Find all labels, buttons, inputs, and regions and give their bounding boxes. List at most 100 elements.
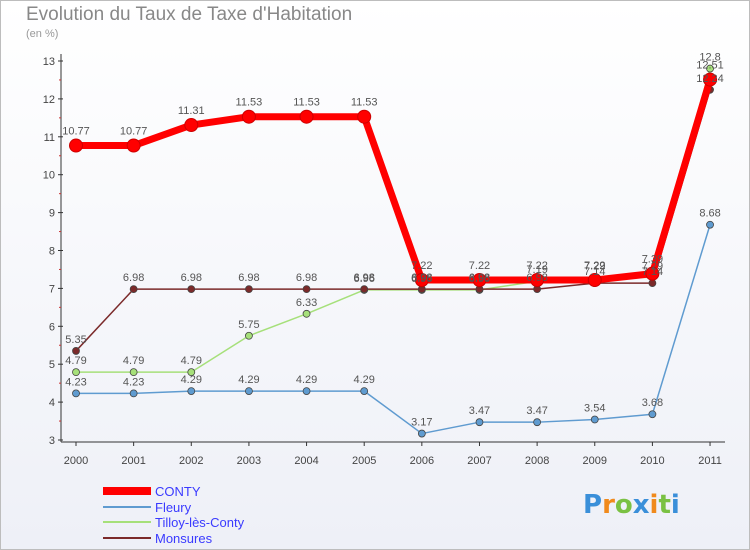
data-label: 4.29: [181, 374, 202, 386]
data-label: 6.96: [411, 273, 432, 285]
data-point: [472, 273, 487, 288]
y-tick-label: 4: [49, 397, 55, 409]
data-label: 11.31: [178, 105, 205, 117]
axes: 3 4 5 6 7 8 9 10 11 12 13 2000 2001 2002 2003 2004 2005 2…: [43, 54, 725, 467]
data-label: 4.29: [296, 374, 317, 386]
series-line: [75, 89, 711, 352]
logo-letter: i: [670, 490, 680, 520]
legend-label: Monsures: [155, 531, 213, 546]
data-label: 4.79: [123, 355, 144, 367]
data-label: 4.29: [353, 374, 374, 386]
data-point: [72, 368, 80, 377]
series-line: [75, 223, 711, 435]
y-tick-label: 13: [43, 56, 55, 68]
data-label: 4.29: [238, 374, 259, 386]
data-point: [530, 273, 545, 288]
data-label: 12.24: [696, 73, 724, 85]
data-point: [245, 331, 253, 340]
data-label: 7.39: [642, 254, 663, 266]
x-tick-label: 2008: [525, 455, 549, 467]
legend-label: Tilloy-lès-Conty: [155, 515, 245, 530]
data-label: 7.14: [642, 266, 663, 278]
data-label: 4.79: [65, 355, 86, 367]
data-label: 3.47: [526, 405, 547, 417]
x-tick-label: 2002: [179, 455, 203, 467]
data-label: 7.14: [584, 266, 605, 278]
y-tick-label: 5: [49, 359, 55, 371]
data-label: 7.29: [584, 260, 605, 272]
logo-letter: o: [614, 490, 633, 520]
chart-title: Evolution du Taux de Taxe d'Habitation: [26, 4, 353, 25]
data-label: 11.53: [293, 97, 320, 109]
data-point: [590, 415, 599, 424]
data-label: 3.47: [469, 405, 490, 417]
data-label: 7.22: [411, 260, 432, 272]
data-label: 6.98: [123, 272, 144, 284]
data-point: [129, 389, 138, 398]
y-tick-label: 7: [49, 283, 55, 295]
data-label: 3.17: [411, 417, 432, 429]
logo-letter: r: [602, 490, 615, 520]
data-point: [241, 109, 256, 124]
y-tick-label: 11: [44, 132, 55, 144]
data-label: 6.98: [469, 272, 490, 284]
data-label: 6.98: [238, 272, 259, 284]
series-monsures: [72, 85, 714, 355]
series-tilloy-l-s-conty: [72, 64, 714, 377]
data-label: 3.68: [642, 397, 663, 409]
x-tick-label: 2003: [237, 455, 261, 467]
series-line: [72, 76, 714, 284]
data-point: [302, 387, 311, 396]
data-label: 10.77: [120, 126, 148, 138]
data-point: [706, 220, 714, 229]
series-conty: [69, 72, 718, 288]
data-point: [302, 285, 311, 294]
data-point: [360, 285, 369, 294]
legend-label: CONTY: [155, 484, 201, 499]
y-tick-label: 10: [43, 170, 55, 182]
data-label: 6.98: [181, 272, 202, 284]
y-tick-label: 12: [43, 94, 55, 106]
series-fleury: [72, 220, 714, 438]
y-tick-label: 8: [49, 246, 55, 258]
data-point: [533, 418, 542, 427]
x-tick-label: 2010: [640, 455, 664, 467]
data-label: 12.8: [699, 52, 720, 64]
chart-subtitle: (en %): [26, 28, 59, 40]
data-point: [187, 285, 196, 294]
series-line: [75, 67, 711, 373]
data-label: 7.22: [526, 260, 547, 272]
y-tick-label: 9: [49, 208, 55, 220]
data-point: [417, 429, 426, 438]
x-tick-label: 2007: [467, 455, 491, 467]
data-point: [184, 118, 199, 133]
data-labels-layer: 4.23 4.23 4.29 4.29 4.29 4.29 3.17 3.47 3.47 3.54…: [62, 52, 724, 429]
data-label: 6.98: [526, 272, 547, 284]
proxiti-logo: Proxiti: [583, 490, 680, 520]
data-point: [587, 273, 602, 288]
data-label: 6.33: [296, 297, 317, 309]
x-tick-label: 2001: [121, 455, 145, 467]
data-label: 6.96: [469, 273, 490, 285]
x-tick-label: 2009: [583, 455, 607, 467]
data-point: [72, 347, 80, 355]
data-label: 6.98: [296, 272, 317, 284]
data-label: 6.98: [353, 272, 374, 284]
x-tick-label: 2004: [294, 455, 318, 467]
data-label: 10.77: [62, 126, 90, 138]
data-label: 4.23: [123, 376, 144, 388]
x-tick-label: 2005: [352, 455, 376, 467]
x-tick-label: 2000: [64, 455, 88, 467]
logo-letter: P: [583, 490, 603, 520]
logo-letter: x: [632, 490, 650, 520]
data-point: [245, 285, 253, 294]
data-point: [72, 389, 80, 398]
data-point: [703, 72, 718, 87]
y-tick-label: 6: [49, 321, 55, 333]
data-label: 7.22: [584, 260, 605, 272]
data-point: [414, 273, 429, 288]
x-tick-label: 2006: [410, 455, 434, 467]
data-label: 12.51: [696, 60, 724, 72]
